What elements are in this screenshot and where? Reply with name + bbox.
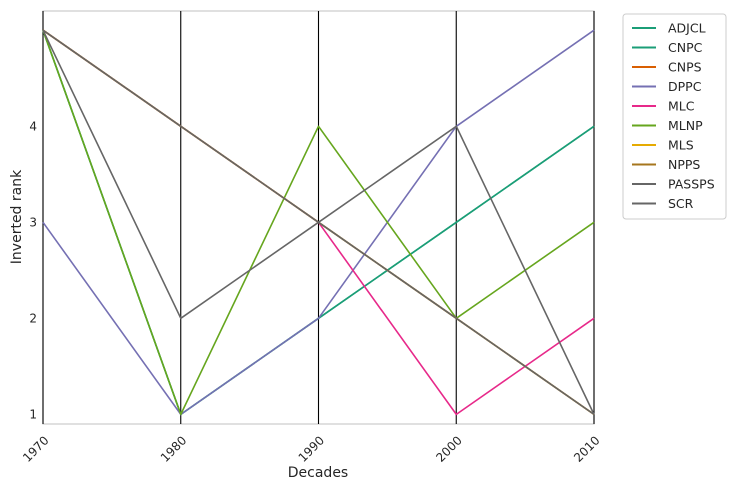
legend-entry: DPPC (668, 79, 702, 94)
legend-entry: CNPC (668, 40, 703, 55)
legend: ADJCL CNPC CNPS DPPC MLC MLNP MLS NPPS PASSPS SCR (623, 14, 726, 219)
legend-entry: PASSPS (668, 177, 715, 192)
x-axis-label: Decades (288, 465, 348, 481)
x-tick-label: 1970 (20, 433, 51, 464)
legend-entry: MLNP (668, 118, 703, 133)
y-tick-label: 4 (29, 119, 37, 133)
x-tick-label: 2010 (571, 433, 602, 464)
x-tick-label: 1980 (158, 433, 189, 464)
x-tick-label: 2000 (433, 433, 464, 464)
legend-entry: ADJCL (668, 21, 706, 36)
legend-entry: NPPS (668, 157, 700, 172)
y-tick-label: 3 (29, 215, 37, 229)
legend-entry: SCR (668, 196, 694, 211)
x-tick-label: 1990 (296, 433, 327, 464)
legend-entry: CNPS (668, 60, 702, 75)
y-tick-label: 1 (29, 407, 37, 421)
legend-entry: MLS (668, 138, 694, 153)
legend-entry: MLC (668, 99, 695, 114)
y-axis-label: Inverted rank (9, 169, 25, 264)
y-tick-label: 2 (29, 311, 37, 325)
